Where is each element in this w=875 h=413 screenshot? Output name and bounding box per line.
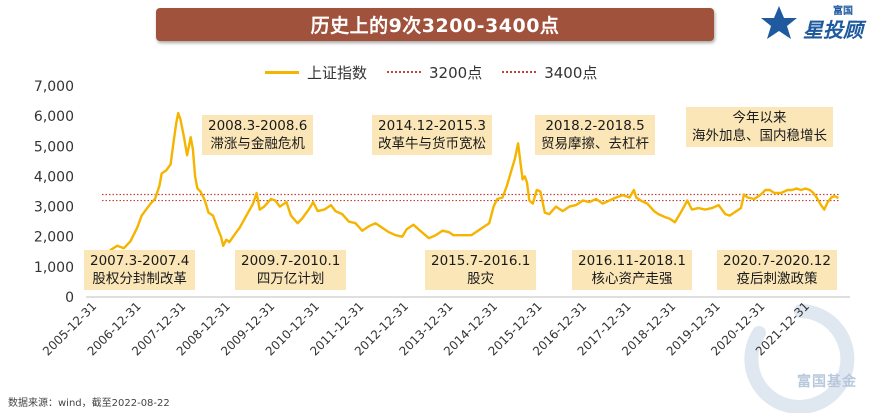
y-tick-label: 2,000 — [34, 230, 74, 246]
annotation-2009: 2009.7-2010.1 四万亿计划 — [235, 250, 347, 290]
annotation-event: 疫后刺激政策 — [736, 271, 818, 287]
annotation-period: 2009.7-2010.1 — [241, 253, 341, 269]
annotation-2020: 2020.7-2020.12 疫后刺激政策 — [717, 250, 837, 290]
annotation-2022: 今年以来 海外加息、国内稳增长 — [686, 107, 833, 147]
legend-label-index: 上证指数 — [307, 63, 368, 82]
legend-swatch-3400 — [502, 71, 537, 73]
annotation-event: 滞涨与金融危机 — [210, 136, 305, 152]
annotation-period: 2018.2-2018.5 — [545, 118, 645, 134]
chart-title: 历史上的9次3200-3400点 — [310, 15, 560, 37]
y-tick-label: 4,000 — [34, 169, 74, 185]
annotation-2008: 2008.3-2008.6 滞涨与金融危机 — [202, 115, 314, 155]
logo-main-text: 星投顾 — [803, 18, 863, 42]
annotation-period: 2008.3-2008.6 — [208, 118, 308, 134]
legend-item-3400: 3400点 — [502, 62, 597, 83]
annotation-2015: 2015.7-2016.1 股灾 — [425, 250, 537, 290]
legend-swatch-index — [265, 70, 299, 74]
annotation-event: 股灾 — [467, 271, 495, 287]
annotation-period: 2020.7-2020.12 — [723, 253, 831, 269]
star-logo-icon — [761, 6, 797, 39]
annotation-event: 股权分封制改革 — [92, 271, 187, 287]
legend-label-3200: 3200点 — [429, 63, 483, 82]
annotation-2016: 2016.11-2018.1 核心资产走强 — [572, 250, 692, 290]
title-banner: 历史上的9次3200-3400点 — [156, 8, 714, 41]
legend-item-index: 上证指数 — [265, 62, 367, 83]
annotation-2007: 2007.3-2007.4 股权分封制改革 — [84, 250, 196, 290]
chart-legend: 上证指数 3200点 3400点 — [265, 62, 617, 82]
annotation-event: 核心资产走强 — [591, 271, 673, 287]
annotation-period: 2015.7-2016.1 — [431, 253, 531, 269]
annotation-event: 改革牛与货币宽松 — [378, 136, 486, 152]
logo-small-text: 富国 — [833, 6, 853, 17]
annotation-period: 2007.3-2007.4 — [90, 253, 190, 269]
legend-label-3400: 3400点 — [544, 63, 598, 82]
watermark-logo-icon — [744, 304, 855, 413]
annotation-2014: 2014.12-2015.3 改革牛与货币宽松 — [372, 115, 492, 155]
annotation-event: 四万亿计划 — [256, 271, 325, 287]
y-tick-label: 6,000 — [34, 109, 74, 125]
legend-item-3200: 3200点 — [387, 62, 482, 83]
logo-bottom-text: 富国基金 — [797, 374, 857, 390]
annotation-event: 海外加息、国内稳增长 — [692, 128, 827, 144]
y-tick-label: 5,000 — [34, 139, 74, 155]
annotation-period: 2014.12-2015.3 — [378, 118, 486, 134]
y-tick-label: 3,000 — [34, 200, 74, 216]
index-series-line — [92, 111, 839, 264]
annotation-event: 贸易摩擦、去杠杆 — [541, 136, 649, 152]
data-source-note: 数据来源：wind，截至2022-08-22 — [8, 398, 170, 409]
annotation-period: 2016.11-2018.1 — [578, 253, 686, 269]
y-tick-label: 0 — [65, 290, 74, 306]
annotation-period: 今年以来 — [732, 110, 787, 126]
y-tick-label: 7,000 — [34, 79, 74, 95]
legend-swatch-3200 — [387, 71, 422, 73]
annotation-2018: 2018.2-2018.5 贸易摩擦、去杠杆 — [535, 115, 655, 155]
y-tick-label: 1,000 — [34, 260, 74, 276]
